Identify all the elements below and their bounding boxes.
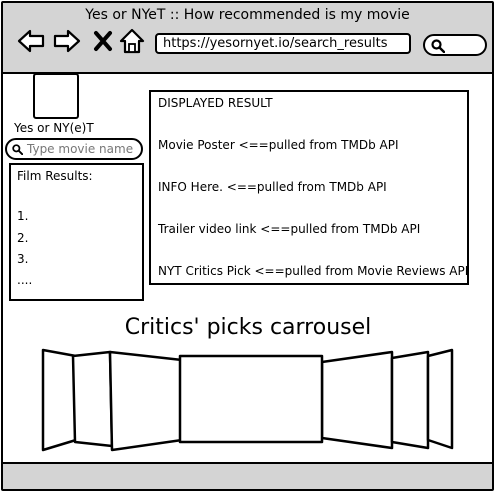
critics-picks-carousel[interactable] <box>0 340 496 458</box>
trailer-link-note[interactable]: Trailer video link <==pulled from TMDb A… <box>158 222 421 236</box>
browser-toolbar: Yes or NYeT :: How recommended is my mov… <box>3 3 492 74</box>
logo-text: Yes or NY(e)T <box>14 121 94 135</box>
carousel-card-left-3 <box>41 348 78 452</box>
carousel-card-center <box>178 354 324 444</box>
carousel-card-right-2 <box>390 350 430 450</box>
critics-pick-note: NYT Critics Pick <==pulled from Movie Re… <box>158 264 469 278</box>
movie-search-input[interactable]: Type movie name <box>5 138 143 160</box>
home-icon[interactable] <box>118 27 146 55</box>
displayed-result-panel: DISPLAYED RESULT Movie Poster <==pulled … <box>149 90 469 285</box>
status-bar <box>3 462 492 489</box>
film-result-item[interactable]: 2. <box>17 231 29 245</box>
logo-placeholder <box>33 73 79 119</box>
url-bar[interactable]: https://yesornyet.io/search_results <box>155 33 411 54</box>
displayed-result-heading: DISPLAYED RESULT <box>158 96 273 110</box>
movie-search-placeholder: Type movie name <box>27 142 134 156</box>
carousel-card-left-1 <box>108 350 184 452</box>
carousel-card-right-3 <box>426 348 454 450</box>
carousel-title: Critics' picks carrousel <box>124 315 372 340</box>
carousel-card-left-2 <box>71 350 114 448</box>
movie-poster-note: Movie Poster <==pulled from TMDb API <box>158 138 399 152</box>
movie-info-note: INFO Here. <==pulled from TMDb API <box>158 180 387 194</box>
close-icon[interactable] <box>89 27 117 55</box>
window-title: Yes or NYeT :: How recommended is my mov… <box>85 7 410 23</box>
film-results-title: Film Results: <box>17 169 93 183</box>
film-result-item: .... <box>17 273 33 287</box>
forward-arrow-icon[interactable] <box>53 27 81 55</box>
search-icon <box>431 39 445 53</box>
film-result-item[interactable]: 3. <box>17 252 29 266</box>
film-result-item[interactable]: 1. <box>17 209 29 223</box>
back-arrow-icon[interactable] <box>17 27 45 55</box>
browser-search-field[interactable] <box>423 34 487 56</box>
film-results-panel: Film Results: 1. 2. 3. .... <box>9 163 144 301</box>
carousel-card-right-1 <box>320 350 394 450</box>
search-icon <box>12 144 23 155</box>
